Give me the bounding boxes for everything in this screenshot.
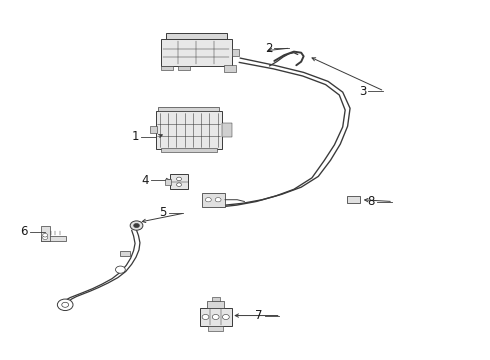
Bar <box>158 107 220 111</box>
Circle shape <box>176 177 181 181</box>
Text: 3: 3 <box>359 85 366 98</box>
Text: 4: 4 <box>141 174 149 186</box>
Bar <box>222 123 232 137</box>
Text: 5: 5 <box>159 207 167 220</box>
Bar <box>212 297 220 301</box>
Text: 1: 1 <box>131 130 139 144</box>
Text: 7: 7 <box>255 309 263 322</box>
Circle shape <box>176 183 181 186</box>
Circle shape <box>43 236 48 239</box>
Circle shape <box>130 221 143 230</box>
Bar <box>165 179 171 185</box>
Circle shape <box>62 302 69 307</box>
Bar <box>41 236 66 241</box>
Circle shape <box>222 315 229 319</box>
Text: 2: 2 <box>265 41 272 54</box>
Bar <box>201 193 225 207</box>
Bar <box>166 33 227 39</box>
Circle shape <box>202 315 209 319</box>
Circle shape <box>205 198 211 202</box>
Bar <box>207 301 224 308</box>
Bar <box>208 326 223 330</box>
Bar <box>178 66 190 71</box>
Bar <box>161 66 173 71</box>
Bar <box>346 197 360 203</box>
Bar <box>161 39 232 66</box>
Circle shape <box>215 198 221 202</box>
Circle shape <box>57 299 73 311</box>
Text: 6: 6 <box>21 225 28 238</box>
Bar <box>156 111 222 149</box>
Circle shape <box>116 266 125 273</box>
Bar <box>161 148 217 152</box>
Bar <box>150 126 157 134</box>
Circle shape <box>212 315 219 319</box>
Circle shape <box>43 233 48 237</box>
Bar <box>232 49 239 56</box>
Bar <box>170 174 188 189</box>
Circle shape <box>134 224 140 228</box>
Text: 8: 8 <box>368 195 375 208</box>
Bar <box>200 308 232 326</box>
Bar <box>224 65 237 72</box>
Bar <box>121 251 130 256</box>
Bar <box>41 226 49 241</box>
